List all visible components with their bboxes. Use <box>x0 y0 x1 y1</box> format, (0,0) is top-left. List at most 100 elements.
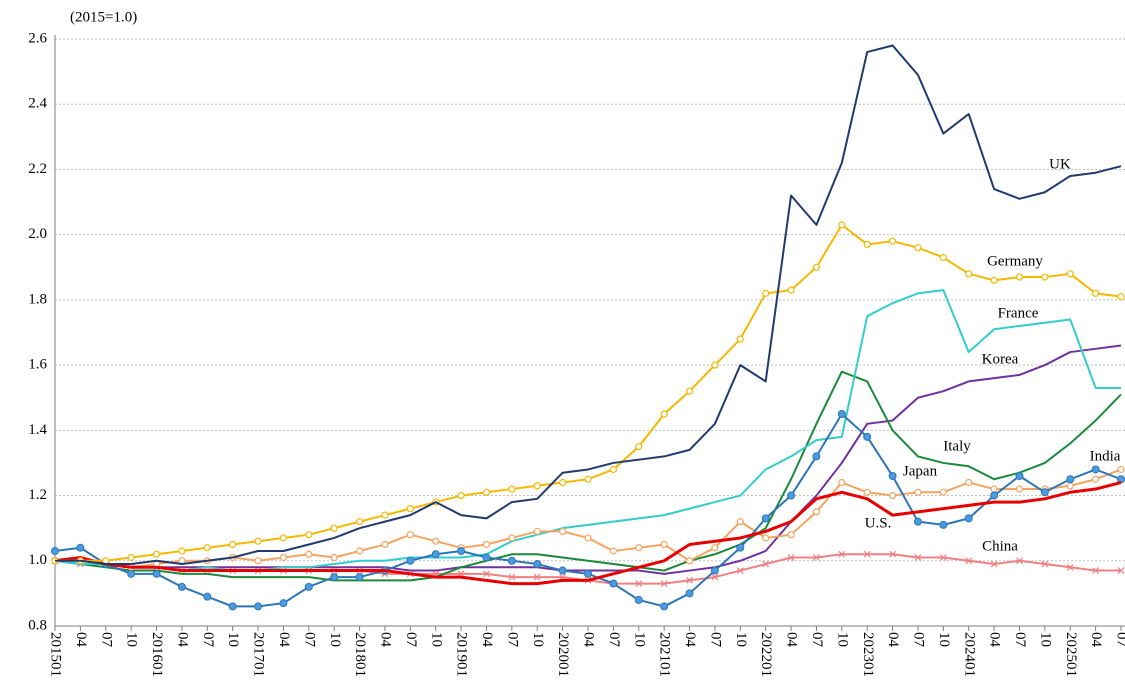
point-marker <box>1117 567 1125 574</box>
point-marker <box>863 432 872 441</box>
point-marker <box>305 550 313 558</box>
point-marker <box>762 534 770 542</box>
point-marker <box>508 534 516 542</box>
point-marker <box>913 517 922 526</box>
point-marker <box>508 485 516 493</box>
x-tick-label: 202401 <box>961 632 977 677</box>
point-marker <box>254 557 262 565</box>
series-label: India <box>1090 448 1121 464</box>
y-tick-label: 1.6 <box>28 357 47 373</box>
point-marker <box>330 524 338 532</box>
y-tick-label: 1.0 <box>28 552 47 568</box>
point-marker <box>1015 485 1024 493</box>
x-tick-label: 07 <box>98 632 114 648</box>
point-marker <box>914 554 922 561</box>
point-marker <box>1092 475 1100 483</box>
point-marker <box>1117 293 1125 301</box>
point-marker <box>432 537 440 545</box>
point-marker <box>482 488 491 496</box>
point-marker <box>584 475 592 483</box>
point-marker <box>609 465 617 474</box>
x-tick-label: 04 <box>581 632 597 648</box>
y-tick-label: 2.4 <box>28 96 47 112</box>
point-marker <box>686 576 693 584</box>
point-marker <box>355 573 364 582</box>
point-marker <box>177 582 186 591</box>
point-marker <box>406 531 414 539</box>
point-marker <box>355 518 364 526</box>
point-marker <box>736 335 744 343</box>
point-marker <box>279 599 288 608</box>
point-marker <box>787 554 795 561</box>
point-marker <box>127 553 135 562</box>
point-marker <box>837 410 846 419</box>
x-tick-label: 07 <box>200 632 216 648</box>
x-tick-label: 201901 <box>454 632 470 677</box>
point-marker <box>660 580 668 588</box>
point-marker <box>711 544 719 552</box>
series-label: Japan <box>903 463 938 479</box>
point-marker <box>305 531 313 539</box>
point-marker <box>1040 488 1049 497</box>
point-marker <box>457 491 465 500</box>
point-marker <box>1091 465 1100 474</box>
unit-label: (2015=1.0) <box>70 9 137 25</box>
series-label: China <box>982 538 1018 554</box>
series-label: UK <box>1049 156 1071 172</box>
point-marker <box>761 514 770 523</box>
point-marker <box>685 557 694 565</box>
x-tick-label: 10 <box>327 632 343 647</box>
point-marker <box>1092 289 1100 297</box>
point-marker <box>812 263 821 271</box>
point-marker <box>203 544 211 552</box>
point-marker <box>634 595 643 604</box>
x-tick-label: 04 <box>378 632 394 648</box>
series-line <box>54 370 1122 582</box>
point-marker <box>1041 273 1049 281</box>
y-tick-label: 0.8 <box>28 617 47 633</box>
point-marker <box>964 514 973 523</box>
point-marker <box>533 527 541 536</box>
x-tick-label: 07 <box>301 632 317 648</box>
x-tick-label: 07 <box>403 632 419 648</box>
point-marker <box>203 592 212 601</box>
point-marker <box>939 554 947 561</box>
x-tick-label: 10 <box>733 632 749 647</box>
x-tick-label: 04 <box>885 632 901 648</box>
point-marker <box>1066 270 1074 278</box>
point-marker <box>812 508 821 516</box>
series-label: U.S. <box>865 515 892 531</box>
point-marker <box>939 253 947 262</box>
point-marker <box>152 550 161 558</box>
point-marker <box>507 556 516 565</box>
point-marker <box>584 569 592 578</box>
point-marker <box>1066 475 1075 484</box>
x-tick-label: 07 <box>1012 632 1028 648</box>
x-tick-label: 07 <box>1114 632 1125 648</box>
point-marker <box>482 553 491 562</box>
point-marker <box>279 534 288 542</box>
point-marker <box>787 491 796 500</box>
point-marker <box>939 520 948 529</box>
point-marker <box>711 361 719 369</box>
point-marker <box>330 573 339 582</box>
point-marker <box>304 582 313 591</box>
point-marker <box>1066 563 1074 571</box>
point-marker <box>1015 273 1024 281</box>
x-tick-label: 04 <box>73 632 89 648</box>
y-tick-label: 2.6 <box>28 30 47 46</box>
point-marker <box>685 589 694 598</box>
x-tick-label: 04 <box>1088 632 1104 648</box>
point-marker <box>1092 567 1100 574</box>
point-marker <box>685 387 694 395</box>
point-marker <box>660 540 668 549</box>
x-tick-label: 07 <box>911 632 927 648</box>
series-line <box>55 44 1122 566</box>
point-marker <box>457 546 466 555</box>
point-marker <box>609 579 618 588</box>
point-marker <box>965 478 973 487</box>
x-tick-label: 201601 <box>149 632 165 677</box>
point-marker <box>863 550 871 558</box>
point-marker <box>813 554 820 561</box>
